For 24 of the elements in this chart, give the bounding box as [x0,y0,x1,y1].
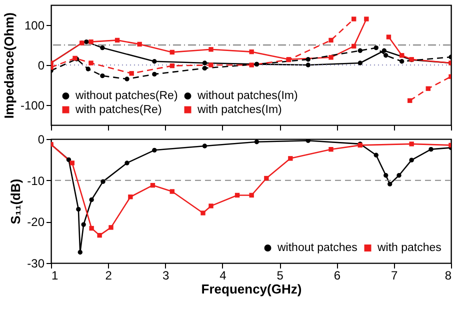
x-axis-title: Frequency(GHz) [201,282,302,296]
legend-label: with patches(Im) [196,104,282,116]
y-tick-label: -100 [20,98,45,112]
y-tick-label: -30 [27,256,45,270]
legend-label: with patches(Re) [74,104,162,116]
legend-label: without patches(Re) [74,90,178,102]
y-tick-label: 0 [38,58,45,72]
y-tick-label: -20 [27,215,45,230]
x-tick-label: 1 [52,268,58,282]
legend-label: with patches [376,242,442,254]
y-axis-title: Impedance(Ohm) [1,12,16,119]
legend-label: without patches [276,242,358,254]
x-tick-label: 7 [391,268,398,282]
x-tick-label: 4 [220,268,227,282]
x-tick-label: 5 [276,268,284,282]
x-tick-label: 3 [162,268,170,282]
x-tick-label: 2 [105,268,112,282]
y-tick-label: -10 [27,174,45,188]
y-axis-title: S₁₁(dB) [8,178,24,224]
legend-label: without patches(Im) [196,90,298,102]
x-tick-label: 8 [444,268,452,282]
y-tick-label: 100 [24,18,45,32]
x-tick-label: 6 [334,268,341,282]
y-tick-label: 0 [38,132,45,146]
